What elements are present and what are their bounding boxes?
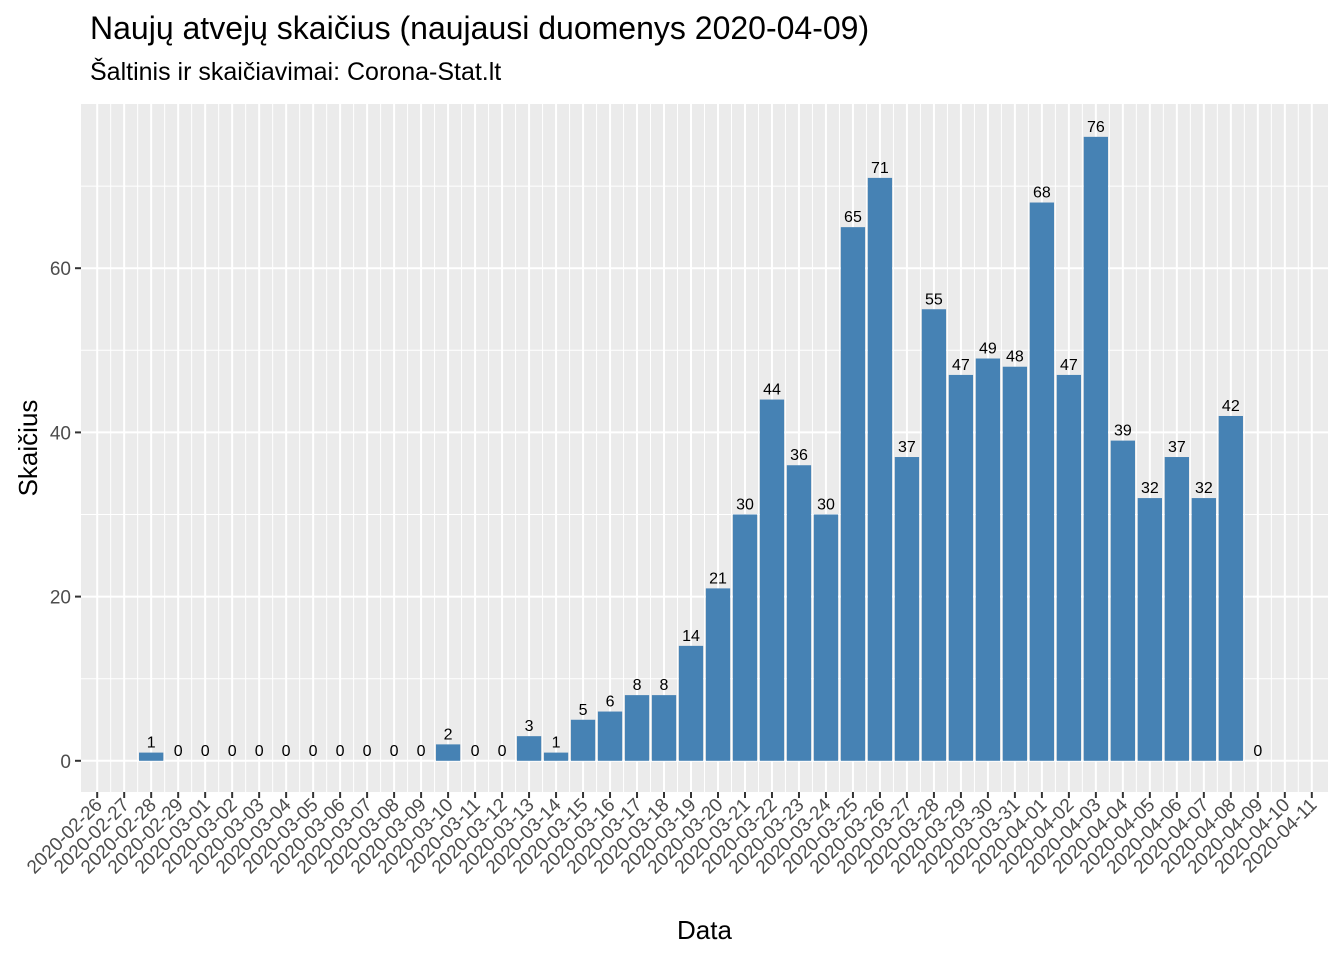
bar — [597, 711, 623, 761]
bar — [759, 399, 785, 761]
bar-value-label: 65 — [844, 209, 862, 226]
x-axis: 2020-02-262020-02-272020-02-282020-02-29… — [23, 792, 1321, 878]
bar — [948, 374, 974, 761]
bar-value-label: 6 — [606, 694, 615, 711]
bar-value-label: 14 — [682, 628, 700, 645]
bar — [705, 588, 731, 761]
bar-value-label: 0 — [309, 743, 318, 760]
bar-value-label: 1 — [552, 735, 561, 752]
bar — [732, 514, 758, 761]
bar-value-label: 2 — [444, 726, 453, 743]
bar-value-label: 0 — [471, 743, 480, 760]
bar — [651, 695, 677, 761]
bar — [516, 736, 542, 761]
chart-title: Naujų atvejų skaičius (naujausi duomenys… — [90, 10, 870, 46]
bar-value-label: 48 — [1006, 349, 1024, 366]
bar-value-label: 47 — [952, 357, 970, 374]
bar-value-label: 30 — [736, 497, 754, 514]
bar-value-label: 8 — [633, 677, 642, 694]
bar-value-label: 37 — [1168, 439, 1186, 456]
bar-value-label: 44 — [763, 382, 781, 399]
bar-value-label: 55 — [925, 291, 943, 308]
bar — [1029, 202, 1055, 761]
bar — [435, 744, 461, 761]
bar-value-label: 0 — [255, 743, 264, 760]
bar-value-label: 42 — [1222, 398, 1240, 415]
bar — [678, 645, 704, 761]
bar-value-label: 8 — [660, 677, 669, 694]
bar-value-label: 30 — [817, 497, 835, 514]
bar — [1110, 440, 1136, 761]
bar — [1191, 498, 1216, 761]
bar-value-label: 1 — [147, 735, 156, 752]
x-axis-title: Data — [677, 915, 732, 945]
bar-value-label: 37 — [898, 439, 916, 456]
y-tick-label: 40 — [50, 423, 71, 444]
bar-value-label: 0 — [1253, 743, 1262, 760]
y-tick-label: 0 — [60, 752, 71, 773]
bar — [786, 465, 812, 761]
bar-value-label: 0 — [390, 743, 399, 760]
chart-subtitle: Šaltinis ir skaičiavimai: Corona-Stat.lt — [90, 58, 502, 86]
bar — [867, 177, 893, 761]
bar-value-label: 71 — [871, 160, 889, 177]
bar-value-label: 68 — [1033, 185, 1051, 202]
y-axis: 0 20 40 60 — [50, 259, 81, 773]
bar-value-label: 0 — [282, 743, 291, 760]
bar — [1218, 415, 1243, 761]
bar-value-label: 0 — [174, 743, 183, 760]
bar-value-label: 32 — [1141, 480, 1159, 497]
bar-value-label: 47 — [1060, 357, 1078, 374]
bar — [1056, 374, 1082, 761]
y-tick-label: 20 — [50, 588, 71, 609]
bar — [975, 358, 1001, 761]
bar-value-label: 0 — [228, 743, 237, 760]
bar — [840, 227, 866, 761]
bar-value-label: 21 — [709, 570, 727, 587]
bar — [1164, 457, 1189, 761]
bar-value-label: 5 — [579, 702, 588, 719]
bar — [1137, 498, 1163, 761]
bar — [813, 514, 839, 761]
bar-value-label: 49 — [979, 341, 997, 358]
bar-value-label: 76 — [1087, 119, 1105, 136]
y-axis-title: Skaičius — [13, 400, 43, 497]
bar-value-label: 0 — [363, 743, 372, 760]
bar — [624, 695, 650, 761]
y-tick-label: 60 — [50, 259, 71, 280]
bar — [1083, 136, 1109, 761]
bar-value-label: 0 — [201, 743, 210, 760]
bar — [921, 309, 947, 761]
bar-value-label: 32 — [1195, 480, 1213, 497]
bar-value-label: 0 — [498, 743, 507, 760]
bar-value-label: 0 — [417, 743, 426, 760]
bar-value-label: 3 — [525, 718, 534, 735]
bars — [139, 136, 1243, 761]
bar — [139, 752, 164, 761]
bar-value-label: 36 — [790, 447, 808, 464]
bar — [1002, 366, 1028, 761]
bar — [570, 719, 596, 761]
bar — [543, 752, 569, 761]
bar-value-label: 39 — [1114, 423, 1132, 440]
bar-value-label: 0 — [336, 743, 345, 760]
bar — [894, 457, 920, 761]
